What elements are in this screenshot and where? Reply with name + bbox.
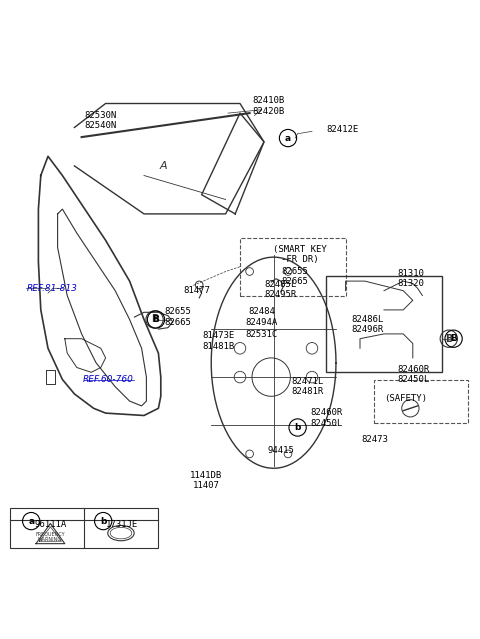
Text: (SMART KEY
-FR DR): (SMART KEY -FR DR) bbox=[273, 245, 327, 265]
Text: B: B bbox=[153, 315, 159, 324]
Text: a: a bbox=[28, 516, 34, 526]
Text: 96111A: 96111A bbox=[34, 520, 67, 529]
Text: a: a bbox=[285, 134, 291, 142]
Text: b: b bbox=[294, 423, 301, 432]
Text: 82460R
82450L: 82460R 82450L bbox=[397, 365, 430, 385]
Text: B: B bbox=[450, 334, 457, 343]
Text: (SAFETY): (SAFETY) bbox=[384, 394, 427, 403]
Text: 82655
82665: 82655 82665 bbox=[164, 307, 191, 327]
Text: 82531C: 82531C bbox=[245, 330, 278, 339]
Text: 1141DB
11407: 1141DB 11407 bbox=[190, 470, 223, 490]
Text: REF.60-760: REF.60-760 bbox=[83, 375, 133, 384]
Text: 94415: 94415 bbox=[267, 445, 294, 454]
Text: 82410B
82420B: 82410B 82420B bbox=[252, 96, 285, 116]
Text: 81310
81320: 81310 81320 bbox=[397, 269, 424, 288]
Text: 82473: 82473 bbox=[361, 435, 388, 444]
Text: 82655
82665: 82655 82665 bbox=[282, 266, 309, 286]
Text: A: A bbox=[159, 161, 167, 171]
Text: B: B bbox=[445, 334, 453, 344]
Text: 82530N
82540N: 82530N 82540N bbox=[84, 111, 117, 130]
Text: 1731JE: 1731JE bbox=[106, 520, 139, 529]
Text: 82484
82494A: 82484 82494A bbox=[245, 307, 278, 327]
Text: B: B bbox=[151, 314, 158, 325]
Text: 81473E
81481B: 81473E 81481B bbox=[202, 332, 235, 351]
Text: FREQUENCY
WARNING: FREQUENCY WARNING bbox=[36, 531, 65, 542]
Text: 82471L
82481R: 82471L 82481R bbox=[291, 377, 324, 396]
Text: b: b bbox=[100, 516, 107, 526]
Text: 81477: 81477 bbox=[183, 286, 210, 295]
Text: 82412E: 82412E bbox=[326, 125, 359, 134]
Text: REF.81-813: REF.81-813 bbox=[26, 284, 77, 293]
Text: 82485L
82495R: 82485L 82495R bbox=[264, 280, 297, 300]
Text: 82460R
82450L: 82460R 82450L bbox=[310, 408, 343, 427]
Text: 82486L
82496R: 82486L 82496R bbox=[351, 314, 384, 334]
